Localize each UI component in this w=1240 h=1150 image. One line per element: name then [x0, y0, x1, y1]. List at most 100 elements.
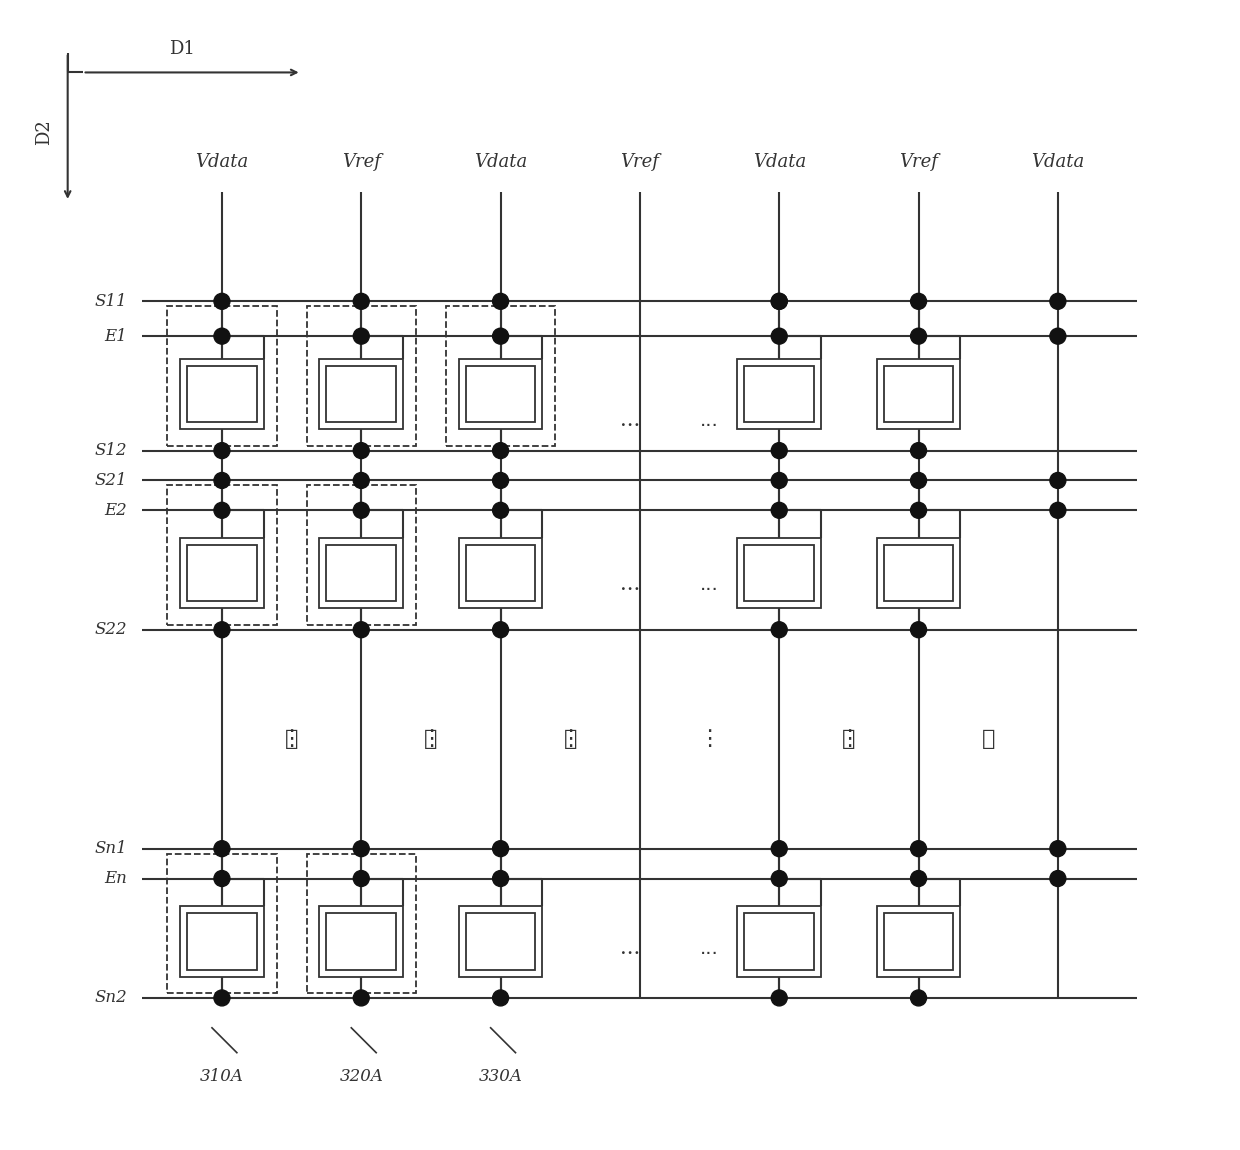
Circle shape: [492, 503, 508, 519]
Bar: [326, 913, 396, 969]
Circle shape: [492, 443, 508, 459]
Circle shape: [353, 443, 370, 459]
Circle shape: [492, 841, 508, 857]
Text: ⋮: ⋮: [698, 729, 720, 749]
Text: En: En: [104, 871, 128, 887]
Text: 320A: 320A: [340, 1067, 383, 1084]
Circle shape: [1050, 293, 1066, 309]
Text: ⋮: ⋮: [842, 728, 856, 750]
Bar: [459, 359, 542, 429]
Bar: [738, 906, 821, 976]
Circle shape: [353, 293, 370, 309]
Bar: [877, 359, 960, 429]
Text: ...: ...: [701, 412, 719, 430]
Bar: [744, 366, 813, 422]
Bar: [466, 913, 536, 969]
Circle shape: [215, 871, 229, 887]
Text: S12: S12: [94, 442, 128, 459]
Circle shape: [215, 443, 229, 459]
Circle shape: [771, 503, 787, 519]
Circle shape: [215, 622, 229, 638]
Circle shape: [910, 293, 926, 309]
Bar: [459, 906, 542, 976]
Text: D2: D2: [35, 120, 53, 145]
Text: ⋮: ⋮: [285, 728, 299, 750]
Text: ...: ...: [620, 938, 640, 958]
Circle shape: [492, 328, 508, 344]
Bar: [320, 359, 403, 429]
Bar: [459, 538, 542, 608]
Bar: [466, 545, 536, 601]
Bar: [167, 853, 277, 992]
Text: ...: ...: [701, 575, 719, 595]
Circle shape: [492, 473, 508, 489]
Circle shape: [1050, 503, 1066, 519]
Text: ...: ...: [620, 575, 640, 595]
Circle shape: [1050, 871, 1066, 887]
Text: 310A: 310A: [200, 1067, 244, 1084]
Bar: [187, 545, 257, 601]
Bar: [187, 913, 257, 969]
Bar: [884, 366, 954, 422]
Text: Vref: Vref: [899, 153, 937, 171]
Circle shape: [910, 622, 926, 638]
Bar: [738, 359, 821, 429]
Text: ⋮: ⋮: [280, 729, 303, 749]
Circle shape: [353, 990, 370, 1006]
Text: S11: S11: [94, 293, 128, 309]
Bar: [744, 913, 813, 969]
Text: ⋮: ⋮: [559, 729, 582, 749]
Text: Sn1: Sn1: [94, 841, 128, 857]
Circle shape: [910, 990, 926, 1006]
Text: S22: S22: [94, 621, 128, 638]
Text: ⋮: ⋮: [563, 728, 577, 750]
Circle shape: [910, 841, 926, 857]
Bar: [326, 545, 396, 601]
Bar: [877, 538, 960, 608]
Circle shape: [771, 443, 787, 459]
Bar: [884, 545, 954, 601]
Circle shape: [771, 871, 787, 887]
Circle shape: [353, 841, 370, 857]
Bar: [446, 306, 556, 446]
Bar: [738, 538, 821, 608]
Circle shape: [771, 293, 787, 309]
Text: Vdata: Vdata: [1032, 153, 1085, 171]
Circle shape: [492, 990, 508, 1006]
Text: ⋮: ⋮: [838, 729, 861, 749]
Text: Vdata: Vdata: [196, 153, 248, 171]
Circle shape: [215, 990, 229, 1006]
Circle shape: [215, 503, 229, 519]
Bar: [884, 913, 954, 969]
Text: ⋮: ⋮: [424, 728, 438, 750]
Text: Vref: Vref: [620, 153, 660, 171]
Bar: [167, 485, 277, 624]
Circle shape: [910, 503, 926, 519]
Circle shape: [771, 473, 787, 489]
Text: D1: D1: [169, 39, 195, 58]
Text: Sn2: Sn2: [94, 989, 128, 1006]
Text: E1: E1: [104, 328, 128, 345]
Bar: [744, 545, 813, 601]
Circle shape: [353, 622, 370, 638]
Text: ...: ...: [620, 412, 640, 430]
Bar: [306, 306, 415, 446]
Bar: [320, 538, 403, 608]
Circle shape: [910, 328, 926, 344]
Circle shape: [353, 473, 370, 489]
Circle shape: [910, 443, 926, 459]
Text: ⋮: ⋮: [420, 729, 441, 749]
Circle shape: [215, 473, 229, 489]
Text: 330A: 330A: [479, 1067, 522, 1084]
Bar: [320, 906, 403, 976]
Text: Vdata: Vdata: [474, 153, 527, 171]
Circle shape: [215, 841, 229, 857]
Circle shape: [353, 871, 370, 887]
Circle shape: [492, 293, 508, 309]
Bar: [180, 538, 264, 608]
Bar: [306, 853, 415, 992]
Circle shape: [353, 503, 370, 519]
Circle shape: [215, 328, 229, 344]
Bar: [326, 366, 396, 422]
Circle shape: [771, 990, 787, 1006]
